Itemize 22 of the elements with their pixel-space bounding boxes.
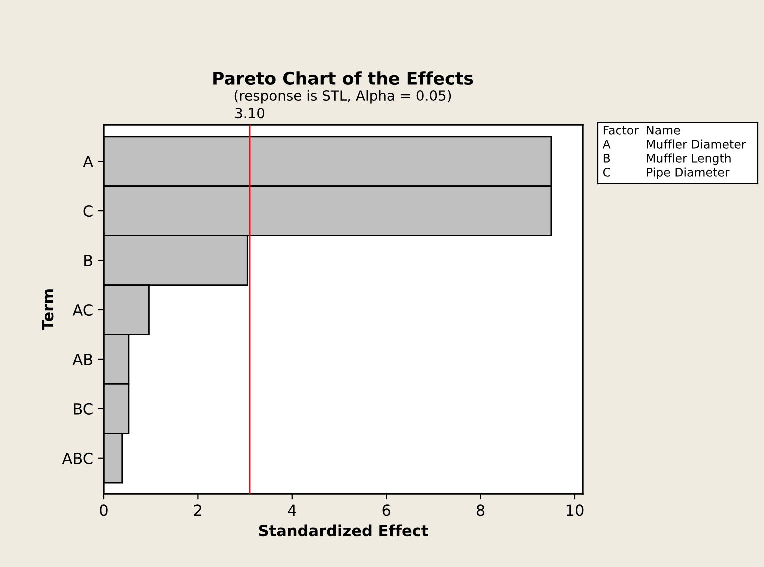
x-tick-label: 0 [100,504,108,516]
y-tick-label: C [84,206,93,218]
x-tick-label: 8 [476,504,485,516]
text: A Muffler Diameter [602,140,746,149]
x-tick-label: 4 [288,504,296,516]
ref-line-label: 3.10 [236,108,265,119]
x-tick-label: 2 [194,504,202,516]
text: Factor Name [604,126,680,135]
text: C Pipe Diameter [603,168,730,180]
x-axis-title: Standardized Effect [259,524,428,537]
text: B Muffler Length [604,154,731,166]
y-axis-title: Term [42,290,54,331]
y-tick-label: B [84,255,92,266]
y-tick-label: BC [74,403,93,415]
y-tick-label: AC [72,304,93,316]
y-tick-label: ABC [62,452,93,464]
chart-subtitle: (response is STL, Alpha = 0.05) [234,90,452,104]
x-tick-label: 10 [566,504,584,516]
y-tick-label: AB [72,354,92,366]
x-tick-label: 6 [382,504,390,516]
y-tick-label: A [83,156,94,168]
chart-title: Pareto Chart of the Effects [214,72,474,86]
